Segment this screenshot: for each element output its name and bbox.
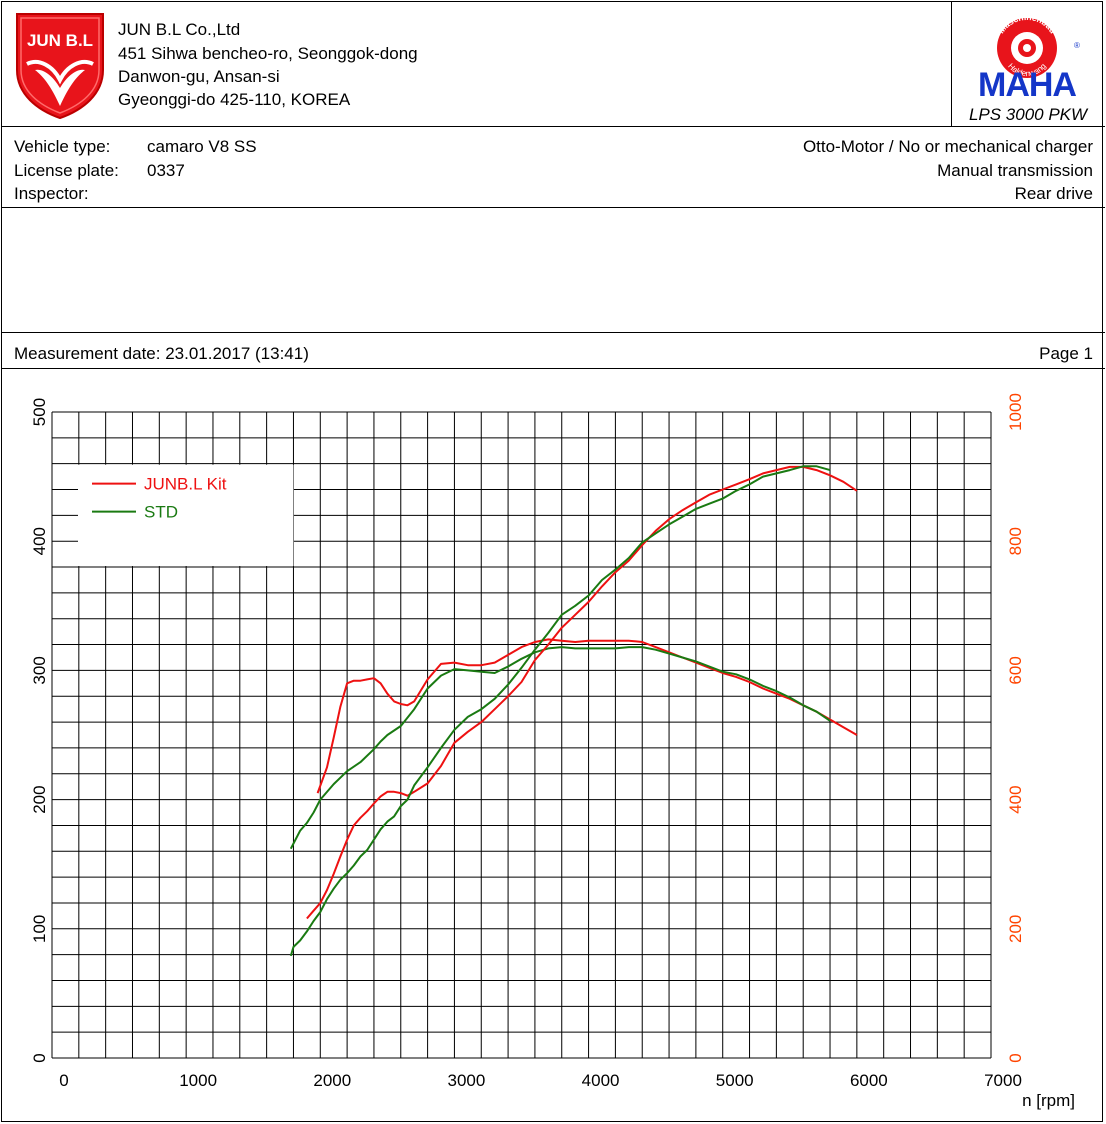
vehicle-type-value: camaro V8 SS [147,137,257,156]
x-tick-label: 2000 [313,1071,351,1090]
drive-type: Rear drive [1014,184,1093,203]
header-divider [951,1,952,127]
company-name: JUN B.L Co.,Ltd [118,20,241,39]
engine-type: Otto-Motor / No or mechanical charger [802,137,1093,156]
y-left-tick-label: 400 [30,527,49,555]
maha-text: MAHA [978,66,1076,100]
y-left-tick-label: 0 [30,1053,49,1062]
y-left-tick-label: 100 [30,915,49,943]
y-left-tick-label: 300 [30,656,49,684]
separator-1 [1,126,1105,127]
x-tick-label: 1000 [179,1071,217,1090]
separator-4 [1,368,1105,369]
page-number: Page 1 [1039,344,1093,363]
x-tick-label: 4000 [582,1071,620,1090]
legend-box [78,464,294,567]
license-plate-label: License plate: [14,161,119,180]
x-axis-label: n [rpm] [1022,1091,1075,1110]
y-left-tick-label: 200 [30,785,49,813]
y-left-tick-label: 500 [30,398,49,426]
company-address-2: Danwon-gu, Ansan-si [118,67,280,86]
vehicle-type-label: Vehicle type: [14,137,111,156]
device-name: LPS 3000 PKW [968,105,1088,124]
svg-text:®: ® [1074,41,1080,50]
y-right-tick-label: 400 [1006,785,1025,813]
y-right-tick-label: 800 [1006,527,1025,555]
legend-label: JUNB.L Kit [144,475,227,494]
legend-label: STD [144,503,178,522]
series-line-kit-lower [306,465,858,920]
separator-2 [1,207,1105,208]
maha-ring-bottom: Haldenwang [1006,62,1048,79]
x-tick-label: 6000 [850,1071,888,1090]
license-plate-value: 0337 [147,161,185,180]
x-tick-label: 5000 [716,1071,754,1090]
inspector-label: Inspector: [14,184,89,203]
company-address-3: Gyeonggi-do 425-110, KOREA [118,90,351,109]
x-tick-label: 3000 [448,1071,486,1090]
y-right-tick-label: 600 [1006,656,1025,684]
series-line-std-upper [289,646,831,850]
transmission-type: Manual transmission [937,161,1093,180]
x-tick-label: 0 [59,1071,68,1090]
separator-3 [1,332,1105,333]
maha-logo: Maschinenbau Haldenwang MAHA ® [972,10,1082,104]
y-right-tick-label: 1000 [1006,393,1025,431]
svg-text:Haldenwang: Haldenwang [1006,62,1048,79]
measurement-date: Measurement date: 23.01.2017 (13:41) [14,344,309,363]
series-line-std-lower [289,465,831,957]
company-address-1: 451 Sihwa bencheo-ro, Seonggok-dong [118,44,418,63]
y-right-tick-label: 200 [1006,915,1025,943]
logo-text: JUN B.L [27,31,93,50]
x-tick-label: 7000 [984,1071,1022,1090]
jun-bl-logo: JUN B.L [13,10,107,120]
y-right-tick-label: 0 [1006,1053,1025,1062]
